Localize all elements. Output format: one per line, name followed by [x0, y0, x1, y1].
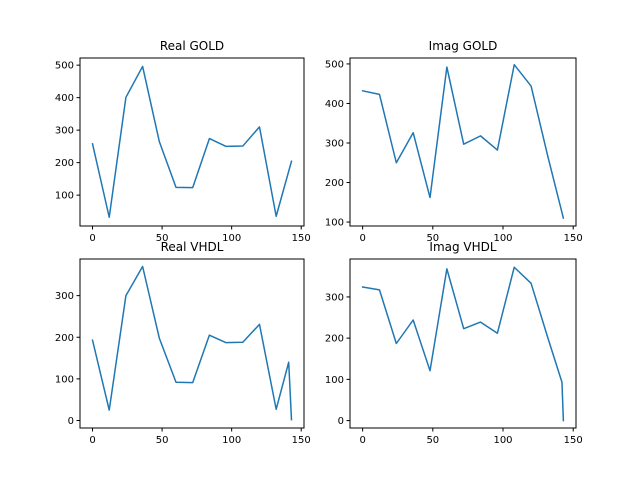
imag-vhdl-axes-frame [349, 258, 577, 429]
imag-gold-y-tick-label: 400 [325, 99, 344, 110]
imag-gold-y-tick-label: 100 [325, 218, 344, 229]
imag-vhdl-series-line [361, 266, 565, 422]
real-gold-x-tick-label: 0 [89, 233, 95, 244]
imag-vhdl-y-tick-label: 200 [325, 334, 344, 345]
real-gold-y-tick-label: 200 [55, 158, 74, 169]
imag-gold-x-tick-label: 100 [493, 233, 512, 244]
imag-gold-x-tick-label: 0 [359, 233, 365, 244]
imag-vhdl-x-tick-label: 50 [426, 435, 439, 446]
imag-gold-y-tick-label: 500 [325, 59, 344, 70]
imag-vhdl-x-tick-label: 0 [359, 435, 365, 446]
real-gold-series-line [91, 65, 293, 218]
real-vhdl-x-tick-label: 0 [89, 435, 95, 446]
real-gold-title: Real GOLD [160, 39, 224, 53]
real-vhdl-series-line [91, 265, 293, 421]
real-vhdl-y-tick-label: 0 [68, 416, 74, 427]
imag-gold-series-line [361, 63, 565, 220]
real-vhdl-y-tick-label: 100 [55, 374, 74, 385]
real-vhdl-y-tick-label: 300 [55, 291, 74, 302]
real-vhdl-title: Real VHDL [161, 240, 224, 254]
real-gold-x-tick-label: 100 [222, 233, 241, 244]
subplot-imag-gold: 0 50 100 150 100 200 300 400 500 Imag GOLD [325, 39, 583, 244]
real-gold-axes-frame [79, 57, 305, 227]
real-gold-y-tick-label: 400 [55, 93, 74, 104]
real-gold-x-tick-label: 150 [292, 233, 311, 244]
imag-vhdl-x-tick-label: 150 [564, 435, 583, 446]
imag-vhdl-x-tick-label: 100 [493, 435, 512, 446]
imag-gold-y-tick-label: 200 [325, 178, 344, 189]
imag-gold-x-tick-label: 50 [426, 233, 439, 244]
real-gold-y-tick-label: 300 [55, 126, 74, 137]
subplot-real-vhdl: 0 50 100 150 0 100 200 300 Real VHDL [55, 240, 311, 446]
imag-gold-title: Imag GOLD [429, 39, 498, 53]
real-vhdl-x-tick-label: 100 [222, 435, 241, 446]
imag-vhdl-y-tick-label: 100 [325, 375, 344, 386]
subplot-imag-vhdl: 0 50 100 150 0 100 200 300 Imag VHDL [325, 240, 583, 446]
imag-gold-y-tick-label: 300 [325, 138, 344, 149]
imag-gold-x-tick-label: 150 [564, 233, 583, 244]
real-vhdl-x-tick-label: 50 [156, 435, 169, 446]
imag-vhdl-title: Imag VHDL [429, 240, 496, 254]
imag-vhdl-y-tick-label: 300 [325, 292, 344, 303]
imag-vhdl-y-tick-label: 0 [338, 416, 344, 427]
imag-gold-axes-frame [349, 57, 577, 227]
real-vhdl-y-tick-label: 200 [55, 333, 74, 344]
real-gold-y-tick-label: 500 [55, 61, 74, 72]
subplot-real-gold: 0 50 100 150 100 200 300 400 500 Real GOLD [55, 39, 311, 244]
real-vhdl-axes-frame [79, 258, 305, 429]
real-vhdl-x-tick-label: 150 [292, 435, 311, 446]
real-gold-x-tick-label: 50 [156, 233, 169, 244]
real-gold-y-tick-label: 100 [55, 191, 74, 202]
